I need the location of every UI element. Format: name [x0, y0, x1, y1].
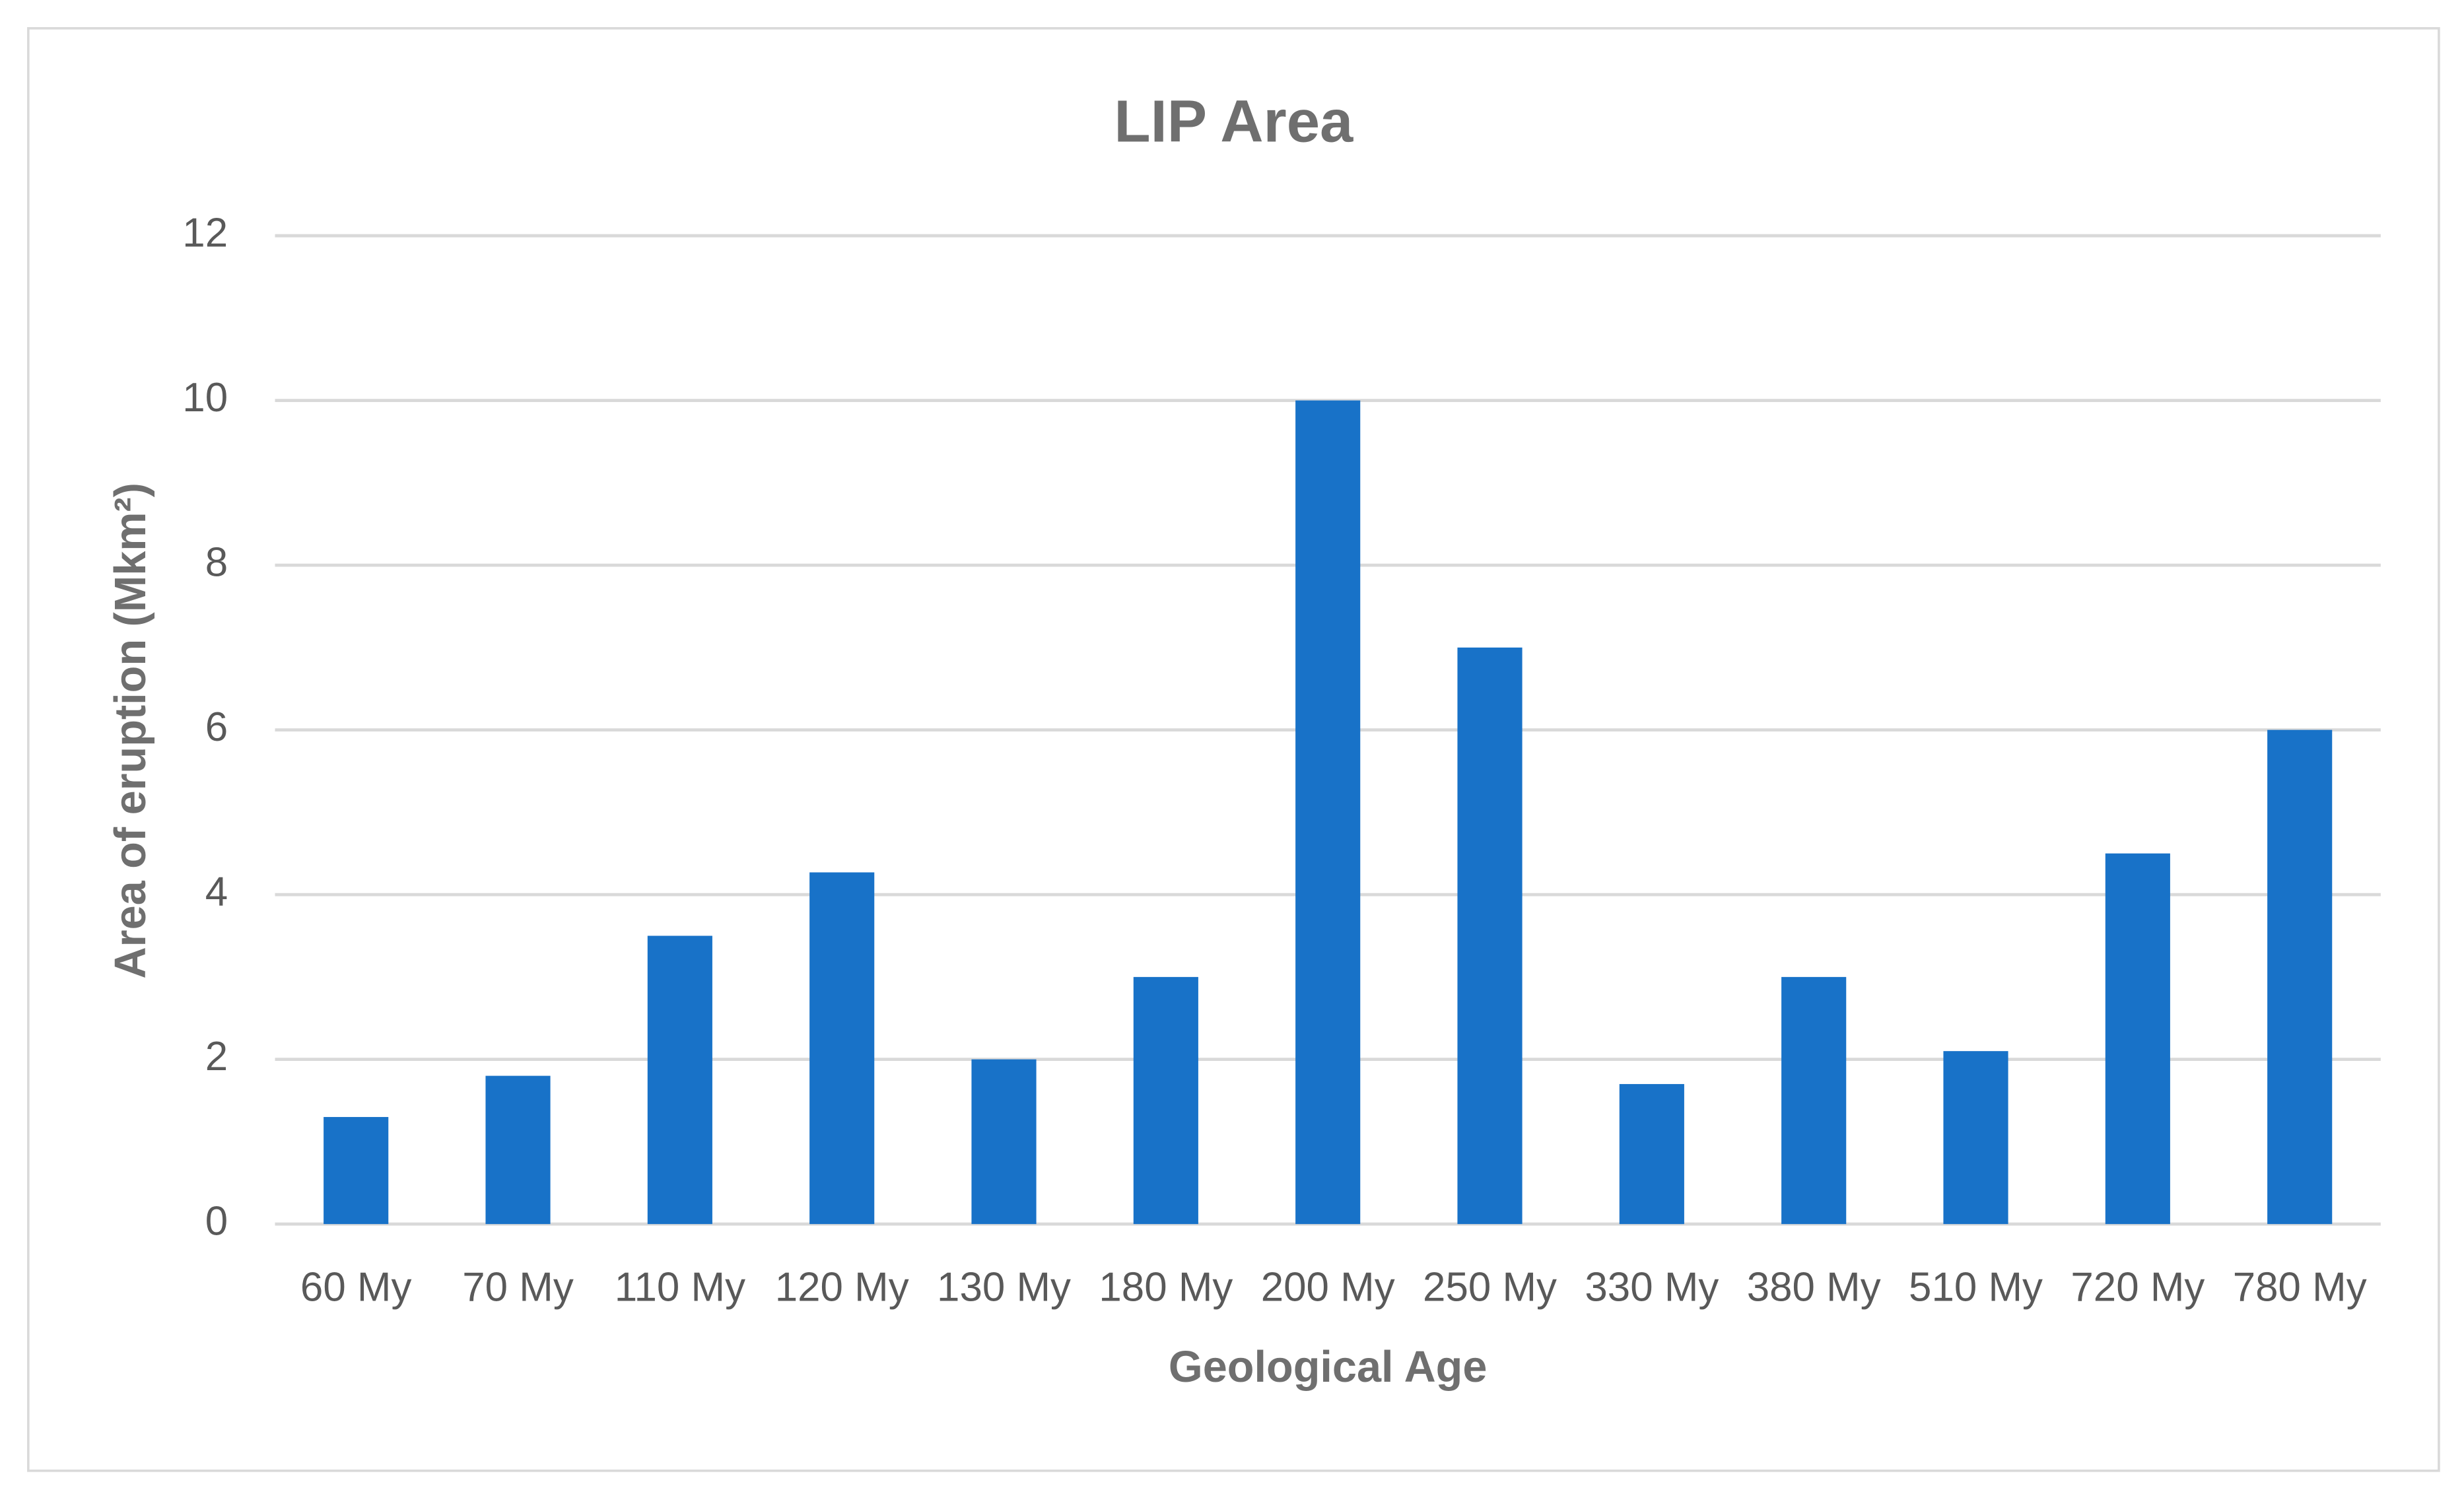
x-tick-label: 720 My: [2070, 1264, 2205, 1310]
bar: [1781, 976, 1847, 1225]
x-tick-label: 250 My: [1423, 1264, 1557, 1310]
bar: [647, 935, 712, 1225]
y-tick-label: 2: [205, 1034, 228, 1079]
bar: [971, 1059, 1037, 1225]
bar: [2267, 729, 2333, 1225]
chart-border: [27, 27, 2440, 1472]
x-tick-label: 180 My: [1099, 1264, 1233, 1310]
x-tick-label: 380 My: [1747, 1264, 1881, 1310]
x-tick-label: 780 My: [2233, 1264, 2367, 1310]
x-tick-label: 110 My: [615, 1264, 745, 1310]
y-tick-label: 0: [205, 1198, 228, 1244]
x-tick-label: 70 My: [462, 1264, 574, 1310]
x-tick-label: 60 My: [300, 1264, 412, 1310]
x-tick-label: 120 My: [775, 1264, 909, 1310]
bar: [2105, 853, 2170, 1225]
x-axis-title: Geological Age: [1169, 1343, 1488, 1392]
y-tick-label: 4: [205, 869, 228, 914]
y-axis-title: Area of eruption (Mkm²): [106, 483, 155, 978]
bar: [1943, 1051, 2008, 1225]
chart-title: LIP Area: [1114, 88, 1353, 154]
x-tick-label: 200 My: [1261, 1264, 1395, 1310]
bar: [485, 1075, 551, 1225]
bar: [1619, 1084, 1684, 1225]
x-tick-label: 130 My: [937, 1264, 1071, 1310]
x-tick-label: 510 My: [1909, 1264, 2043, 1310]
y-tick-label: 8: [205, 539, 228, 585]
y-tick-label: 12: [182, 210, 228, 255]
bar: [1133, 976, 1198, 1225]
x-tick-label: 330 My: [1585, 1264, 1719, 1310]
bar: [809, 872, 875, 1225]
y-tick-label: 6: [205, 704, 228, 750]
bar: [1295, 400, 1361, 1225]
y-tick-label: 10: [182, 375, 228, 421]
bar: [324, 1116, 389, 1225]
bar: [1457, 647, 1523, 1225]
